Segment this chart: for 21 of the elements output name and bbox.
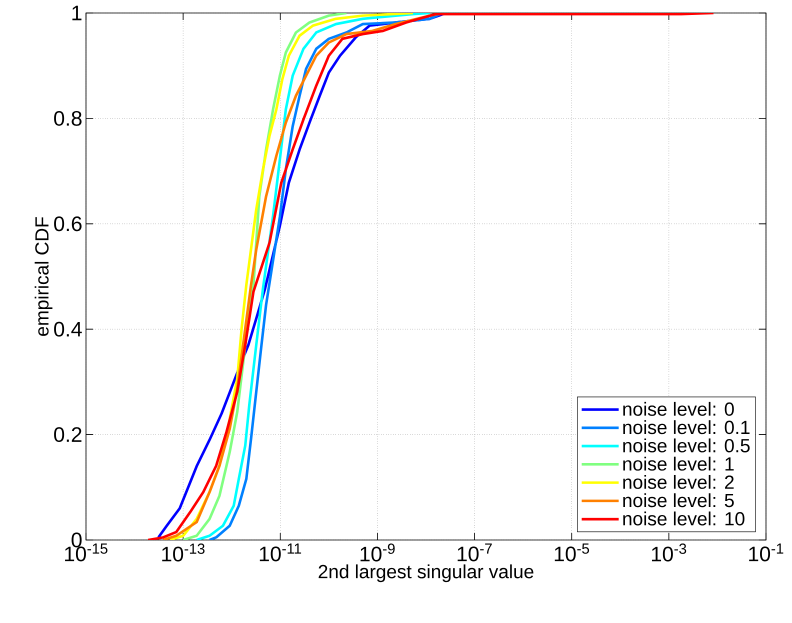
- legend-label: noise level: 10: [623, 512, 744, 526]
- y-tick-label: 0.8: [54, 110, 82, 126]
- y-tick-label: 1: [72, 6, 82, 20]
- y-tick-label: 0.6: [54, 216, 82, 232]
- x-tick-label: 10$^{-1}$: [749, 544, 784, 562]
- legend-label: noise level: 0.1: [623, 420, 750, 434]
- y-tick-label: 0.2: [54, 427, 82, 442]
- legend-label: noise level: 1: [623, 456, 734, 471]
- x-axis-title: 2nd largest singular value: [318, 564, 534, 582]
- y-axis-title: empirical CDF: [34, 217, 52, 336]
- legend-label: noise level: 0: [623, 402, 734, 416]
- legend-label: noise level: 5: [623, 493, 734, 508]
- x-tick-label: 10$^{-13}$: [162, 544, 205, 562]
- x-tick-label: 10$^{-5}$: [554, 544, 590, 562]
- x-tick-label: 10$^{-9}$: [360, 544, 395, 562]
- y-tick-label: 0.4: [54, 322, 82, 337]
- x-tick-label: 10$^{-7}$: [458, 544, 492, 562]
- legend-label: noise level: 0.5: [623, 438, 750, 452]
- x-tick-label: 10$^{-11}$: [260, 544, 302, 562]
- legend-label: noise level: 2: [623, 474, 734, 489]
- x-tick-label: 10$^{-3}$: [652, 544, 686, 562]
